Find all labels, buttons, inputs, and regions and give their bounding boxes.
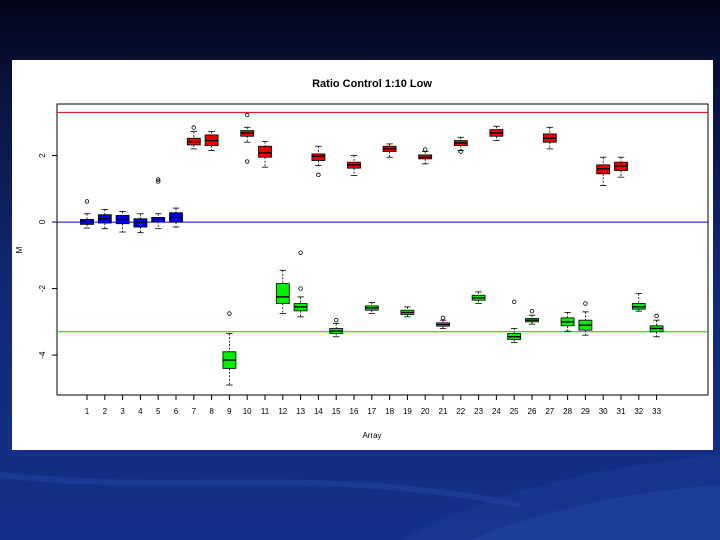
y-tick-label: -2 [38,284,47,292]
chart-title: Ratio Control 1:10 Low [312,78,432,90]
box-outlier [244,159,250,164]
x-tick-label: 32 [634,407,643,416]
box-body [311,153,326,161]
x-tick-label: 30 [599,407,608,416]
x-tick-label: 28 [563,407,572,416]
box-outlier [423,147,428,152]
y-tick-label: 2 [38,153,47,158]
x-tick-label: 20 [421,407,430,416]
y-axis-label: M [15,246,24,253]
box-outlier [84,199,90,204]
x-tick-label: 14 [314,407,323,416]
box-outlier [191,125,196,130]
box-outlier [583,301,588,306]
x-tick-label: 8 [209,407,214,416]
box-outlier [512,299,517,305]
box-outlier [227,311,232,316]
x-tick-label: 1 [85,407,90,416]
x-tick-label: 29 [581,407,590,416]
box-outlier [155,179,161,184]
box-body [133,218,148,228]
x-tick-label: 13 [296,407,305,416]
box-body [275,283,290,304]
box-outlier [298,286,303,291]
plot-frame [56,103,709,396]
box-outlier [458,149,463,154]
x-tick-label: 22 [456,407,465,416]
x-tick-label: 3 [120,407,125,416]
x-tick-label: 6 [174,407,179,416]
x-tick-label: 31 [617,407,626,416]
x-tick-label: 19 [403,407,412,416]
x-tick-label: 12 [278,407,287,416]
box-outlier [529,308,535,314]
box-outlier [334,317,339,323]
x-tick-label: 23 [474,407,483,416]
x-tick-label: 25 [510,407,519,416]
box-outlier [440,315,446,321]
x-axis-label: Array [362,431,381,440]
box-outlier [155,177,161,182]
x-tick-label: 33 [652,407,661,416]
y-tick-label: -4 [38,351,47,359]
x-tick-label: 7 [192,407,197,416]
x-tick-label: 17 [367,407,376,416]
x-tick-label: 15 [332,407,341,416]
x-tick-label: 27 [545,407,554,416]
chart-panel: Ratio Control 1:10 Low Array M -4 -2 0 2 1 2 3… [12,60,713,450]
box-body [258,145,272,158]
x-tick-label: 21 [439,407,448,416]
box-outlier [316,172,321,178]
x-tick-label: 11 [261,407,270,416]
x-tick-label: 10 [243,407,252,416]
x-tick-label: 4 [138,407,143,416]
y-tick-label: 0 [38,219,47,224]
box-outlier [244,112,250,118]
x-tick-label: 24 [492,407,501,416]
slide-decoration-stripe [0,455,720,540]
x-tick-label: 18 [385,407,394,416]
x-tick-label: 26 [528,407,537,416]
x-tick-label: 2 [103,407,108,416]
box-outlier [654,313,659,319]
x-tick-label: 5 [156,407,161,416]
x-tick-label: 16 [350,407,359,416]
x-tick-label: 9 [227,407,232,416]
box-outlier [298,250,303,255]
